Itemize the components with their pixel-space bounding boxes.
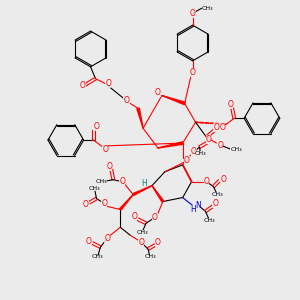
Text: O: O	[123, 96, 129, 105]
Text: N: N	[196, 201, 201, 210]
Text: O: O	[119, 177, 125, 186]
Polygon shape	[119, 195, 133, 210]
Text: O: O	[218, 140, 223, 149]
Text: CH₃: CH₃	[230, 146, 242, 152]
Polygon shape	[162, 95, 185, 105]
Text: O: O	[131, 212, 137, 221]
Text: CH₃: CH₃	[92, 254, 103, 260]
Polygon shape	[137, 108, 143, 128]
Text: O: O	[80, 81, 86, 90]
Polygon shape	[158, 142, 183, 148]
Text: CH₃: CH₃	[96, 179, 107, 184]
Text: O: O	[206, 135, 212, 144]
Text: O: O	[190, 68, 196, 77]
Text: H: H	[191, 205, 197, 214]
Text: O: O	[138, 238, 144, 247]
Text: O: O	[220, 175, 226, 184]
Text: CH₃: CH₃	[212, 192, 223, 197]
Text: O: O	[219, 123, 225, 132]
Text: O: O	[103, 145, 108, 154]
Text: H: H	[141, 179, 147, 188]
Polygon shape	[133, 186, 152, 196]
Text: O: O	[152, 213, 158, 222]
Text: O: O	[212, 199, 218, 208]
Text: O: O	[155, 88, 161, 97]
Text: O: O	[184, 156, 190, 165]
Text: O: O	[155, 238, 161, 247]
Text: O: O	[104, 234, 110, 243]
Text: CH₃: CH₃	[202, 6, 213, 11]
Text: CH₃: CH₃	[89, 186, 100, 191]
Text: O: O	[106, 162, 112, 171]
Text: O: O	[83, 200, 88, 209]
Text: CH₃: CH₃	[136, 230, 148, 235]
Text: CH₃: CH₃	[144, 254, 156, 260]
Text: O: O	[94, 122, 99, 131]
Text: CH₃: CH₃	[195, 152, 206, 157]
Text: CH₃: CH₃	[204, 218, 215, 223]
Text: O: O	[203, 177, 209, 186]
Polygon shape	[152, 186, 164, 202]
Text: O: O	[190, 9, 196, 18]
Text: O: O	[106, 79, 111, 88]
Text: O: O	[191, 148, 197, 157]
Text: O: O	[227, 100, 233, 109]
Text: O: O	[85, 237, 91, 246]
Text: O: O	[213, 123, 219, 132]
Text: O: O	[101, 199, 107, 208]
